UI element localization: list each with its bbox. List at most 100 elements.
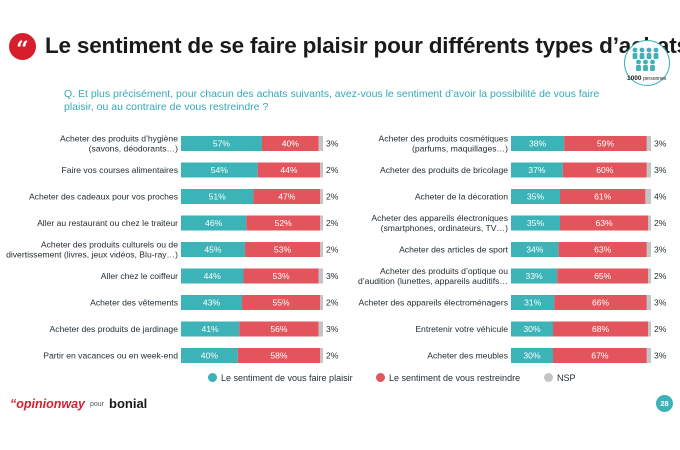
bar-segment-restreindre (246, 215, 321, 231)
data-label-restreindre: 53% (273, 271, 291, 281)
category-label: Entretenir votre véhicule (415, 324, 508, 334)
data-label-restreindre: 65% (594, 271, 612, 281)
category-label: Acheter des produits de bricolage (380, 165, 508, 175)
data-label-plaisir: 33% (525, 271, 543, 281)
data-label-plaisir: 31% (524, 298, 542, 308)
bar-segment-restreindre (237, 348, 321, 363)
brand-connector: pour (90, 401, 105, 408)
bar-segment-restreindre (253, 189, 321, 204)
category-label: Acheter des produits cosmétiques (parfums… (379, 134, 509, 154)
data-label-plaisir: 37% (528, 165, 546, 175)
brand-footer: “opinionway pour bonial (10, 396, 147, 411)
data-label-plaisir: 34% (526, 245, 544, 255)
bar-segment-restreindre (239, 321, 319, 337)
bar-segment-plaisir (511, 189, 560, 204)
data-label-plaisir: 46% (205, 218, 223, 228)
bar-segment-restreindre (553, 348, 647, 363)
survey-question: Q. Et plus précisément, pour chacun des … (64, 88, 600, 113)
data-label-nsp: 3% (326, 139, 339, 149)
bar-segment-nsp (320, 162, 323, 178)
category-label: Acheter des produits d’hygiène (savons, d… (60, 134, 178, 154)
sample-label: personnes (643, 76, 667, 82)
bar-segment-nsp (646, 136, 651, 151)
legend-item-plaisir: Le sentiment de vous faire plaisir (208, 373, 353, 383)
category-label: Acheter des meubles (427, 351, 508, 361)
data-label-restreindre: 53% (274, 245, 292, 255)
category-label: Acheter des appareils électroménagers (358, 298, 508, 308)
data-label-plaisir: 51% (209, 192, 227, 202)
bar-segment-restreindre (557, 268, 649, 284)
data-label-nsp: 3% (654, 245, 667, 255)
data-label-restreindre: 40% (282, 139, 300, 149)
data-label-plaisir: 54% (211, 165, 229, 175)
category-label: Acheter des produits d’optique ou d’audit… (358, 266, 508, 286)
bar-segment-nsp (646, 295, 651, 310)
bar-segment-plaisir (181, 215, 247, 231)
category-label: Acheter des produits culturels ou de dive… (6, 240, 178, 260)
bar-segment-restreindre (564, 136, 647, 151)
category-label: Aller au restaurant ou chez le traiteur (37, 218, 178, 228)
page-number: 28 (656, 395, 673, 412)
data-label-nsp: 2% (326, 192, 339, 202)
bar-segment-restreindre (243, 268, 319, 284)
category-label: Acheter des articles de sport (399, 245, 509, 255)
data-label-restreindre: 58% (270, 351, 288, 361)
data-label-restreindre: 63% (595, 218, 613, 228)
legend-swatch-restreindre (376, 373, 385, 382)
data-label-plaisir: 43% (203, 298, 221, 308)
bar-segment-plaisir (511, 215, 560, 231)
bar-segment-nsp (646, 162, 651, 178)
bar-segment-nsp (320, 295, 323, 310)
data-label-nsp: 3% (654, 298, 667, 308)
category-label: Acheter des appareils électroniques (smar… (371, 213, 508, 233)
bar-segment-restreindre (562, 162, 647, 178)
data-label-plaisir: 35% (527, 192, 545, 202)
bar-segment-plaisir (511, 136, 565, 151)
bar-segment-restreindre (560, 215, 649, 231)
legend-label-restreindre: Le sentiment de vous restreindre (389, 373, 521, 383)
category-label: Acheter de la décoration (415, 192, 508, 202)
bar-segment-plaisir (511, 268, 558, 284)
bar-segment-plaisir (511, 348, 553, 363)
data-label-restreindre: 63% (594, 245, 612, 255)
bar-segment-nsp (320, 242, 323, 257)
legend-label-plaisir: Le sentiment de vous faire plaisir (221, 373, 353, 383)
data-label-nsp: 2% (326, 351, 339, 361)
bar-segment-nsp (320, 189, 323, 204)
bar-segment-nsp (648, 268, 651, 284)
bar-segment-plaisir (181, 268, 244, 284)
data-label-nsp: 2% (654, 218, 667, 228)
legend-item-restreindre: Le sentiment de vous restreindre (376, 373, 520, 383)
bar-segment-nsp (320, 348, 323, 363)
data-label-restreindre: 66% (592, 298, 610, 308)
data-label-restreindre: 55% (273, 298, 291, 308)
data-label-nsp: 3% (654, 165, 667, 175)
data-label-plaisir: 44% (204, 271, 222, 281)
data-label-nsp: 3% (326, 324, 339, 334)
bar-segment-restreindre (257, 162, 321, 178)
bar-segment-nsp (646, 348, 651, 363)
category-label: Partir en vacances ou en week-end (43, 351, 178, 361)
bar-segment-restreindre (261, 136, 319, 151)
bar-segment-plaisir (181, 242, 245, 257)
data-label-plaisir: 35% (527, 218, 545, 228)
bar-segment-restreindre (553, 321, 649, 337)
bar-segment-nsp (318, 268, 323, 284)
data-label-restreindre: 47% (278, 192, 296, 202)
data-label-restreindre: 67% (591, 351, 609, 361)
data-label-nsp: 3% (326, 271, 339, 281)
bar-segment-restreindre (554, 295, 647, 310)
data-label-restreindre: 56% (270, 324, 288, 334)
data-label-nsp: 2% (326, 165, 339, 175)
legend-swatch-nsp (544, 373, 553, 382)
bar-segment-plaisir (181, 189, 254, 204)
legend-label-nsp: NSP (557, 373, 576, 383)
bar-segment-plaisir (511, 321, 553, 337)
data-label-plaisir: 41% (202, 324, 220, 334)
people-icon (632, 47, 659, 71)
data-label-plaisir: 38% (529, 139, 547, 149)
bar-segment-plaisir (511, 295, 555, 310)
bar-segment-plaisir (181, 162, 258, 178)
opinionway-logo: “opinionway (10, 397, 85, 411)
